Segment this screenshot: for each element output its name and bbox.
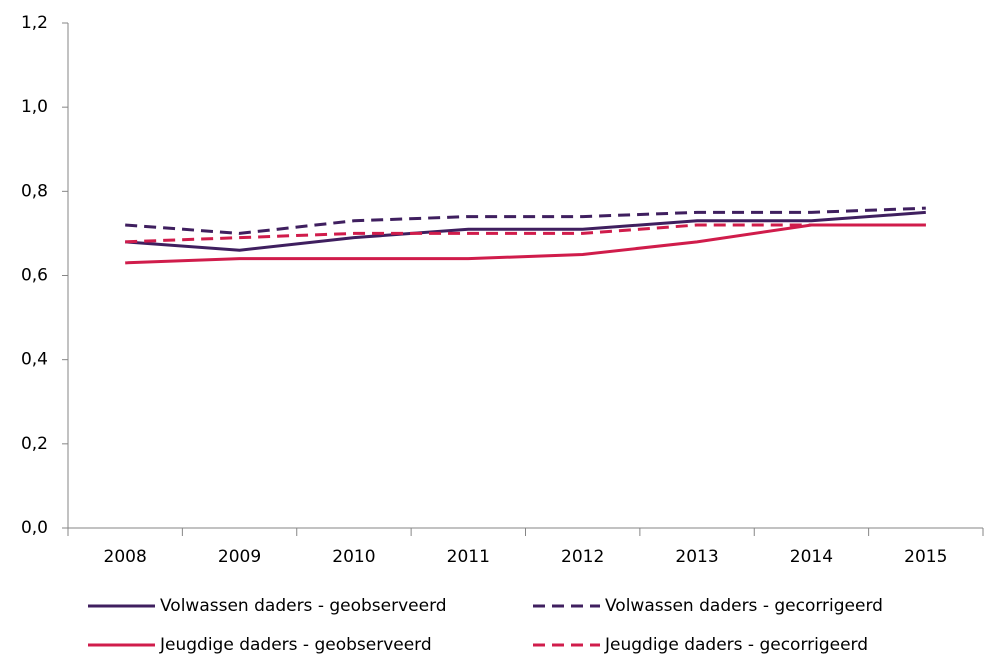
series-line — [125, 223, 926, 244]
x-tick-label: 2011 — [447, 547, 490, 567]
y-tick-label: 0,0 — [21, 518, 48, 538]
y-tick-label: 1,2 — [21, 13, 48, 33]
x-tick-label: 2010 — [332, 547, 375, 567]
legend-label: Jeugdige daders - geobserveerd — [159, 635, 432, 655]
legend-label: Jeugdige daders - gecorrigeerd — [604, 635, 868, 655]
series-line — [125, 206, 926, 235]
x-tick-label: 2013 — [675, 547, 718, 567]
series-line — [125, 223, 926, 265]
x-tick-label: 2015 — [904, 547, 947, 567]
x-tick-label: 2009 — [218, 547, 261, 567]
x-tick-label: 2012 — [561, 547, 604, 567]
y-tick-label: 0,2 — [21, 434, 48, 454]
series-line — [125, 210, 926, 252]
x-tick-label: 2008 — [104, 547, 147, 567]
y-tick-label: 1,0 — [21, 97, 48, 117]
legend-label: Volwassen daders - geobserveerd — [160, 596, 447, 616]
y-tick-label: 0,8 — [21, 181, 48, 201]
x-tick-label: 2014 — [790, 547, 833, 567]
legend-label: Volwassen daders - gecorrigeerd — [605, 596, 883, 616]
y-tick-label: 0,4 — [21, 350, 48, 370]
y-tick-label: 0,6 — [21, 266, 48, 286]
